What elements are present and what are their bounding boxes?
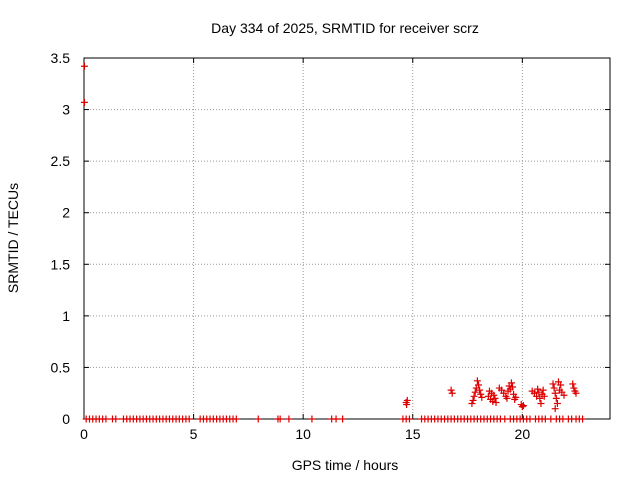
y-axis-label: SRMTID / TECUs: [5, 183, 21, 293]
data-point-marker: [447, 386, 455, 394]
data-point-marker: [470, 392, 478, 400]
data-point-marker: [518, 403, 526, 411]
data-point-marker: [403, 401, 411, 409]
y-tick-label: 0: [62, 411, 70, 427]
data-point-marker: [475, 381, 482, 389]
data-point-marker: [185, 415, 193, 423]
data-point-marker: [540, 392, 548, 400]
data-point-marker: [332, 415, 340, 423]
data-point-marker: [507, 379, 515, 387]
data-point-marker: [579, 415, 587, 423]
data-point-marker: [537, 400, 545, 408]
y-tick-label: 3.5: [51, 50, 71, 66]
data-point-marker: [448, 389, 456, 397]
data-point-marker: [539, 386, 547, 394]
data-point-marker: [508, 383, 516, 391]
data-point-marker: [471, 388, 479, 396]
y-tick-label: 1: [62, 308, 70, 324]
data-point-marker: [476, 386, 484, 394]
data-point-marker: [232, 415, 240, 423]
data-point-marker: [557, 381, 565, 389]
x-axis-label: GPS time / hours: [292, 457, 399, 473]
chart-title: Day 334 of 2025, SRMTID for receiver scr…: [211, 20, 479, 36]
data-point-marker: [512, 393, 520, 401]
data-point-marker: [478, 393, 486, 401]
data-point-marker: [339, 415, 347, 423]
data-point-marker: [569, 380, 577, 388]
grid-lines: [84, 58, 610, 419]
data-point-marker: [550, 384, 558, 392]
data-point-marker: [490, 391, 498, 399]
data-point-marker: [403, 396, 411, 404]
x-tick-label: 20: [515, 426, 531, 442]
data-point-marker: [551, 389, 559, 397]
x-tick-label: 10: [295, 426, 311, 442]
data-point-marker: [519, 402, 527, 410]
data-point-marker: [276, 415, 284, 423]
data-points: [80, 62, 587, 423]
x-tick-label: 0: [80, 426, 88, 442]
data-point-marker: [492, 398, 500, 406]
data-point-marker: [552, 394, 560, 402]
data-point-marker: [534, 385, 542, 393]
data-point-marker: [536, 394, 544, 402]
y-axis: 0 0.5 1 1.5 2 2.5 3 3.5: [51, 50, 610, 427]
data-point-marker: [549, 380, 557, 388]
data-point-marker: [308, 415, 316, 423]
x-tick-label: 15: [405, 426, 421, 442]
data-point-marker: [503, 394, 511, 402]
data-point-marker: [572, 389, 580, 397]
y-tick-label: 3: [62, 102, 70, 118]
data-point-marker: [102, 415, 110, 423]
data-point-marker: [405, 415, 413, 423]
data-point-marker: [560, 391, 568, 399]
data-point-marker: [570, 384, 578, 392]
data-point-marker: [469, 396, 477, 404]
data-point-marker: [473, 377, 481, 385]
data-point-marker: [553, 400, 561, 408]
y-tick-label: 0.5: [51, 359, 71, 375]
data-point-marker: [285, 415, 293, 423]
data-point-marker: [80, 98, 88, 106]
data-point-marker: [491, 394, 499, 402]
data-point-marker: [468, 400, 476, 408]
y-tick-label: 2.5: [51, 153, 71, 169]
plot-area-border: [83, 57, 611, 420]
y-tick-label: 1.5: [51, 256, 71, 272]
x-tick-label: 5: [190, 426, 198, 442]
data-point-marker: [112, 415, 120, 423]
data-point-marker: [551, 405, 559, 413]
data-point-marker: [254, 415, 262, 423]
data-point-marker: [477, 390, 485, 398]
y-tick-label: 2: [62, 205, 70, 221]
x-axis: 0 5 10 15 20: [80, 58, 530, 442]
data-point-marker: [80, 62, 88, 70]
